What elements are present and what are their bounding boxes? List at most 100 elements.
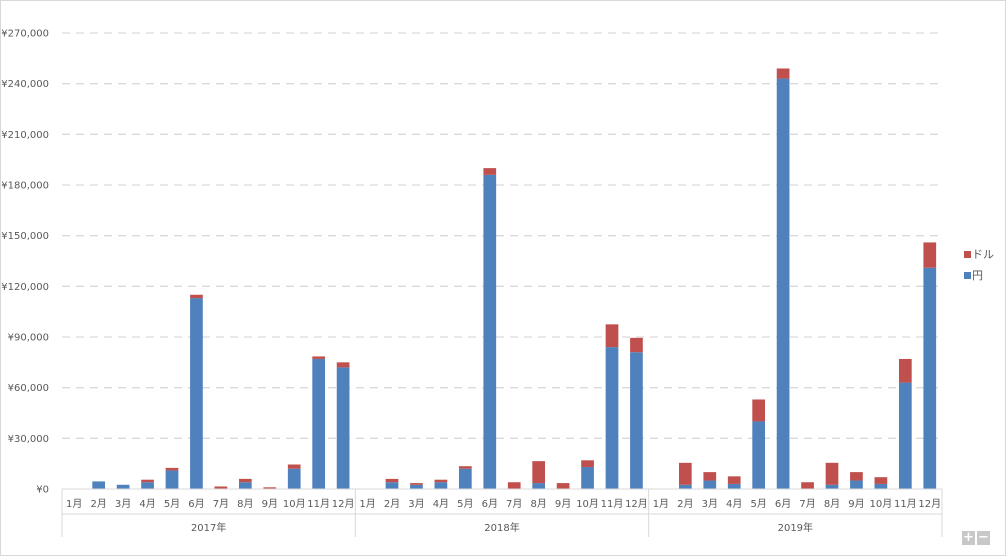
bar-yen xyxy=(483,174,497,489)
x-tick-label: 6月 xyxy=(188,498,204,510)
bar-yen xyxy=(898,382,912,489)
bar-dollar xyxy=(581,460,594,468)
legend: ドル円 xyxy=(964,248,994,282)
bar-yen xyxy=(434,482,448,489)
y-tick-label: ¥240,000 xyxy=(1,79,49,90)
x-tick-label: 7月 xyxy=(506,498,522,510)
bar-dollar xyxy=(532,461,546,484)
x-tick-label: 12月 xyxy=(625,498,648,510)
bar-dollar xyxy=(776,68,790,79)
bar-dollar xyxy=(556,483,570,489)
gridlines xyxy=(62,32,942,439)
bar-yen xyxy=(141,482,154,489)
bar-dollar xyxy=(752,399,766,422)
bar-dollar xyxy=(263,487,277,489)
x-tick-label: 10月 xyxy=(870,498,893,510)
bar-dollar xyxy=(312,356,326,359)
y-tick-label: ¥120,000 xyxy=(1,282,49,293)
bar-dollar xyxy=(238,478,252,483)
bar-yen xyxy=(190,298,203,489)
x-tick-label: 4月 xyxy=(433,498,449,510)
y-tick-label: ¥90,000 xyxy=(8,333,49,344)
chart-zoom-controls: + − xyxy=(962,531,990,545)
bar-yen xyxy=(458,468,472,489)
bar-yen xyxy=(165,470,179,489)
x-tick-label: 6月 xyxy=(775,498,791,510)
x-tick-label: 3月 xyxy=(115,498,131,510)
bar-dollar xyxy=(605,324,619,348)
y-tick-label: ¥150,000 xyxy=(1,231,49,242)
bar-dollar xyxy=(410,483,423,485)
y-tick-label: ¥60,000 xyxy=(8,383,49,394)
bar-dollar xyxy=(458,466,472,469)
bar-dollar xyxy=(141,479,154,483)
legend-swatch xyxy=(964,272,971,279)
y-tick-label: ¥270,000 xyxy=(1,29,49,40)
x-tick-label: 7月 xyxy=(799,498,815,510)
bar-dollar xyxy=(507,482,521,489)
x-tick-label: 8月 xyxy=(530,498,546,510)
x-tick-label: 2月 xyxy=(384,498,400,510)
bar-yen xyxy=(825,484,839,489)
bar-dollar xyxy=(190,294,203,299)
bar-yen xyxy=(336,367,350,489)
legend-label: 円 xyxy=(972,269,983,282)
bar-dollar xyxy=(336,362,350,368)
bar-yen xyxy=(727,483,741,489)
bar-yen xyxy=(752,421,766,489)
y-tick-label: ¥30,000 xyxy=(8,434,49,445)
bar-yen xyxy=(776,78,790,489)
bar-dollar xyxy=(287,464,301,469)
bar-yen xyxy=(238,482,252,489)
x-tick-label: 4月 xyxy=(726,498,742,510)
bar-dollar xyxy=(434,479,448,483)
bar-yen xyxy=(116,484,130,489)
x-tick-label: 5月 xyxy=(164,498,180,510)
bar-dollar xyxy=(874,477,888,484)
bar-dollar xyxy=(850,472,863,481)
bar-dollar xyxy=(483,168,497,175)
bar-dollar xyxy=(898,358,912,383)
bar-yen xyxy=(923,267,937,489)
legend-label: ドル xyxy=(972,248,994,261)
y-tick-label: ¥0 xyxy=(36,485,49,496)
x-tick-label: 8月 xyxy=(237,498,253,510)
x-tick-label: 7月 xyxy=(213,498,229,510)
zoom-out-button[interactable]: − xyxy=(977,530,990,545)
x-tick-label: 1月 xyxy=(359,498,375,510)
bar-dollar xyxy=(801,482,814,489)
zoom-in-button[interactable]: + xyxy=(962,530,975,545)
bar-dollar xyxy=(727,476,741,484)
x-axis: 1月 2月 3月 4月 5月 6月 7月 8月 9月 10月 11月 12月 1月 2月 3月 4月 5月 6月 7… xyxy=(61,488,943,537)
x-tick-label: 2月 xyxy=(677,498,693,510)
bar-yen xyxy=(581,467,594,489)
x-tick-label: 2月 xyxy=(90,498,106,510)
x-tick-label: 9月 xyxy=(555,498,571,510)
x-tick-label: 6月 xyxy=(482,498,498,510)
x-tick-label: 1月 xyxy=(653,498,669,510)
y-tick-label: ¥180,000 xyxy=(1,181,49,192)
x-tick-label: 10月 xyxy=(283,498,306,510)
x-tick-label: 9月 xyxy=(848,498,864,510)
bar-yen xyxy=(630,352,643,489)
x-tick-label: 12月 xyxy=(918,498,941,510)
bar-dollar xyxy=(825,462,839,485)
bars xyxy=(92,68,937,489)
x-tick-label: 9月 xyxy=(262,498,278,510)
bar-yen xyxy=(605,347,619,489)
x-tick-label: 11月 xyxy=(601,498,624,510)
bar-yen xyxy=(678,484,692,489)
bar-dollar xyxy=(678,462,692,485)
year-label: 2017年 xyxy=(191,521,226,534)
x-tick-label: 11月 xyxy=(307,498,330,510)
legend-swatch xyxy=(964,251,971,258)
bar-dollar xyxy=(630,337,643,353)
x-tick-label: 8月 xyxy=(824,498,840,510)
y-axis: ¥0 ¥30,000 ¥60,000 ¥90,000 ¥120,000 ¥150,000 ¥… xyxy=(1,29,49,496)
year-label: 2019年 xyxy=(778,521,813,534)
bar-yen xyxy=(410,484,423,489)
bar-yen xyxy=(92,481,106,489)
bar-dollar xyxy=(165,467,179,471)
